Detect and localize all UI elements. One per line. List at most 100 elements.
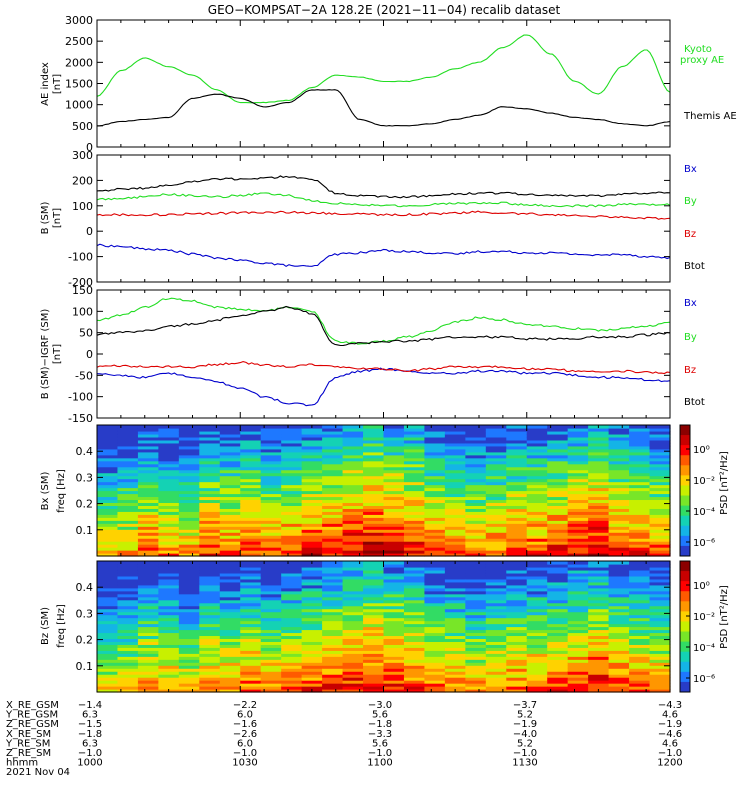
heatmap-cell bbox=[506, 493, 528, 498]
heatmap-cell bbox=[281, 611, 303, 616]
heatmap-cell bbox=[97, 611, 119, 616]
heatmap-cell bbox=[97, 490, 119, 495]
heatmap-cell bbox=[383, 517, 405, 521]
heatmap-cell bbox=[97, 593, 119, 598]
heatmap-cell bbox=[588, 635, 610, 640]
heatmap-cell bbox=[240, 584, 262, 589]
heatmap-cell bbox=[199, 581, 221, 586]
heatmap-cell bbox=[158, 614, 180, 619]
heatmap-cell bbox=[403, 683, 426, 687]
heatmap-cell bbox=[649, 481, 671, 486]
heatmap-cell bbox=[383, 617, 405, 622]
heatmap-cell bbox=[485, 581, 507, 586]
heatmap-cell bbox=[588, 439, 610, 444]
heatmap-cell bbox=[199, 505, 221, 509]
heatmap-cell bbox=[342, 529, 364, 533]
heatmap-cell bbox=[260, 650, 282, 654]
heatmap-cell bbox=[137, 605, 159, 610]
heatmap-cell bbox=[383, 535, 405, 539]
heatmap-cell bbox=[588, 535, 610, 539]
heatmap-cell bbox=[281, 457, 303, 462]
heatmap-cell bbox=[322, 508, 344, 512]
y-tick-label: 100 bbox=[72, 200, 93, 213]
heatmap-cell bbox=[137, 517, 159, 521]
heatmap-cell bbox=[199, 563, 221, 568]
colorbar-segment bbox=[680, 495, 690, 507]
heatmap-cell bbox=[363, 514, 385, 518]
heatmap-cell bbox=[465, 659, 487, 663]
heatmap-cell bbox=[588, 442, 610, 447]
heatmap-cell bbox=[137, 457, 159, 462]
y-tick-label: 3000 bbox=[65, 14, 93, 27]
heatmap-cell bbox=[117, 614, 139, 619]
heatmap-cell bbox=[608, 680, 630, 684]
heatmap-cell bbox=[322, 596, 344, 601]
heatmap-cell bbox=[363, 620, 385, 625]
ephemeris-value: 1130 bbox=[512, 758, 537, 769]
heatmap-cell bbox=[199, 611, 221, 616]
heatmap-cell bbox=[444, 442, 466, 447]
heatmap-cell bbox=[342, 520, 364, 524]
heatmap-cell bbox=[547, 638, 569, 642]
heatmap-cell bbox=[281, 632, 303, 637]
heatmap-cell bbox=[403, 680, 426, 684]
heatmap-cell bbox=[260, 535, 282, 539]
heatmap-cell bbox=[526, 508, 548, 512]
heatmap-cell bbox=[178, 511, 200, 515]
heatmap-cell bbox=[219, 620, 241, 625]
heatmap-cell bbox=[260, 638, 282, 642]
heatmap-cell bbox=[281, 593, 303, 598]
heatmap-cell bbox=[117, 544, 139, 548]
specx-panel: 0.10.20.30.4 Bx (SM) freq [Hz] 10⁰10⁻²10… bbox=[40, 424, 730, 557]
heatmap-cell bbox=[649, 457, 671, 462]
heatmap-cell bbox=[383, 526, 405, 530]
heatmap-cell bbox=[342, 427, 364, 432]
heatmap-cell bbox=[383, 436, 405, 441]
heatmap-cell bbox=[97, 508, 119, 512]
heatmap-cell bbox=[649, 442, 671, 447]
heatmap-cell bbox=[608, 561, 630, 565]
heatmap-cell bbox=[342, 614, 364, 619]
heatmap-cell bbox=[383, 620, 405, 625]
y-tick-label: -150 bbox=[68, 412, 93, 425]
heatmap-cell bbox=[178, 436, 200, 441]
heatmap-cell bbox=[301, 475, 323, 480]
heatmap-cell bbox=[383, 626, 405, 631]
heatmap-cell bbox=[547, 605, 569, 610]
heatmap-cell bbox=[322, 469, 344, 474]
heatmap-cell bbox=[485, 442, 507, 447]
heatmap-cell bbox=[260, 683, 282, 687]
heatmap-cell bbox=[281, 662, 303, 666]
heatmap-cell bbox=[424, 463, 446, 468]
heatmap-cell bbox=[444, 466, 466, 471]
y-tick-label: -100 bbox=[68, 391, 93, 404]
heatmap-cell bbox=[137, 538, 159, 542]
heatmap-cell bbox=[506, 505, 528, 509]
heatmap-cell bbox=[424, 677, 446, 681]
heatmap-cell bbox=[219, 511, 241, 515]
heatmap-cell bbox=[199, 451, 221, 456]
heatmap-cell bbox=[117, 520, 139, 524]
heatmap-cell bbox=[547, 584, 569, 589]
colorbar-segment bbox=[680, 515, 690, 527]
heatmap-cell bbox=[240, 674, 262, 678]
heatmap-cell bbox=[403, 689, 426, 693]
heatmap-cell bbox=[465, 638, 487, 642]
heatmap-cell bbox=[608, 433, 630, 438]
heatmap-cell bbox=[506, 502, 528, 506]
heatmap-cell bbox=[465, 448, 487, 453]
heatmap-cell bbox=[219, 677, 241, 681]
colorbar-segment bbox=[680, 641, 690, 653]
heatmap-cell bbox=[465, 457, 487, 462]
heatmap-cell bbox=[383, 514, 405, 518]
heatmap-cell bbox=[588, 671, 610, 675]
heatmap-cell bbox=[485, 605, 507, 610]
heatmap-cell bbox=[178, 535, 200, 539]
heatmap-cell bbox=[363, 442, 385, 447]
heatmap-cell bbox=[260, 659, 282, 663]
heatmap-cell bbox=[178, 635, 200, 640]
heatmap-cell bbox=[649, 553, 671, 557]
heatmap-cell bbox=[301, 460, 323, 465]
heatmap-cell bbox=[117, 680, 139, 684]
